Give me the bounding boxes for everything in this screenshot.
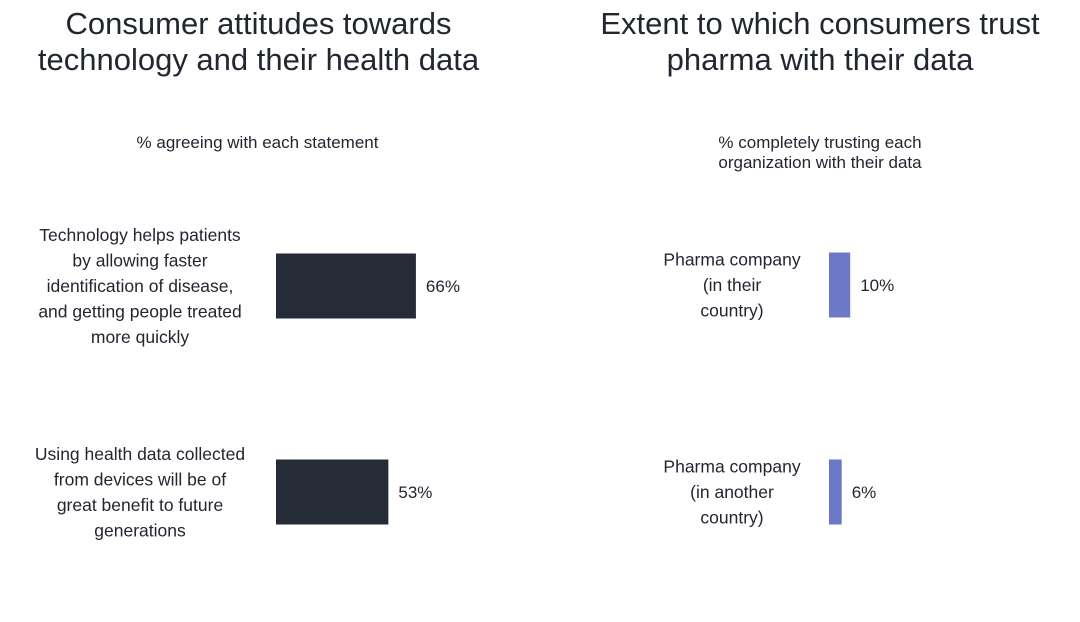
chart-subtitle: % completely trusting each organization … [718,133,922,172]
category-label: Technology helps patients by allowing fas… [38,225,241,347]
category-label: Pharma company (in another country) [663,457,800,528]
category-label: Pharma company (in their country) [663,250,800,321]
data-label: 10% [860,276,894,295]
chart-panel-consumer-attitudes: Consumer attitudes towards technology an… [0,0,520,622]
bar-chart-trust-pharma: 10% Pharma company (in their country) 6% Phar… [663,250,894,528]
data-label: 53% [398,483,432,502]
bar-chart-consumer-attitudes: 66% Technology helps patients by allowing … [35,225,460,541]
chart-title: Consumer attitudes towards technology an… [37,6,480,77]
bar [276,253,416,319]
bar [829,252,851,318]
data-label: 6% [852,483,877,502]
chart-panel-trust-pharma: Extent to which consumers trust pharma w… [560,0,1080,622]
chart-subtitle: % agreeing with each statement [136,133,379,152]
chart-title: Extent to which consumers trust pharma w… [600,6,1040,77]
category-label: Using health data collected from devices … [35,444,245,541]
data-label: 66% [426,277,460,296]
bar [276,459,389,525]
bar [829,459,842,525]
